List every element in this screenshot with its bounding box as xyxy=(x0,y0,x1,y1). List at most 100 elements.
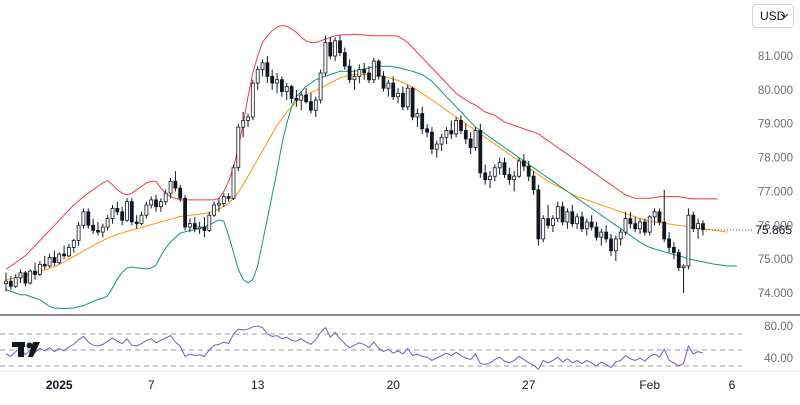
candle-body xyxy=(584,221,589,230)
candle-body xyxy=(488,175,492,180)
candle-body xyxy=(410,87,415,118)
candle-body xyxy=(613,238,618,252)
candle xyxy=(270,69,275,90)
candle-body xyxy=(144,204,149,216)
candle xyxy=(217,198,221,212)
candle-body xyxy=(328,42,333,57)
candle xyxy=(609,233,613,256)
candle-body xyxy=(4,280,8,285)
candle xyxy=(492,164,497,182)
candle-body xyxy=(347,65,352,81)
time-tick-label: 20 xyxy=(387,378,401,392)
candle-body xyxy=(129,201,134,223)
candle-body xyxy=(139,214,144,225)
bollinger-lower-line xyxy=(5,65,737,310)
rsi-tick-label: 80.00 xyxy=(764,321,793,333)
candle-body xyxy=(676,251,681,268)
candle-body xyxy=(96,229,100,233)
candle xyxy=(299,91,304,111)
price-tick-label: 77.000 xyxy=(758,187,793,199)
candle-body xyxy=(323,42,328,74)
candle-body xyxy=(18,272,23,279)
candle-body xyxy=(289,86,294,99)
candle-body xyxy=(178,187,183,199)
price-tick-label: 75.000 xyxy=(758,254,793,266)
candle-body xyxy=(134,221,139,225)
candle-body xyxy=(376,60,381,77)
candle-body xyxy=(221,196,226,204)
candle-body xyxy=(100,226,105,233)
candle xyxy=(100,223,105,238)
candle-body xyxy=(76,224,81,241)
candle xyxy=(371,57,376,84)
candle xyxy=(459,115,463,134)
candle-body xyxy=(308,101,313,111)
candle xyxy=(134,215,139,229)
candle xyxy=(308,93,313,114)
candle xyxy=(197,221,202,234)
candle-body xyxy=(357,69,362,77)
candle-body xyxy=(701,223,705,231)
candle xyxy=(691,211,696,233)
candle-body xyxy=(599,231,604,238)
candle xyxy=(580,211,584,233)
candle xyxy=(129,198,134,226)
candle xyxy=(488,171,492,189)
candle xyxy=(105,215,110,231)
currency-select[interactable]: USD xyxy=(752,4,794,28)
candle-body xyxy=(168,180,173,194)
candle xyxy=(439,133,444,151)
candle xyxy=(541,215,546,243)
candle xyxy=(696,218,700,239)
candle xyxy=(76,221,81,246)
candle-body xyxy=(643,221,647,233)
candle xyxy=(502,157,507,178)
candle xyxy=(120,206,125,226)
candle xyxy=(415,108,420,128)
candle xyxy=(328,37,333,60)
candle-body xyxy=(647,216,652,233)
candle xyxy=(638,218,642,234)
tradingview-logo-icon[interactable] xyxy=(12,340,42,363)
candle xyxy=(613,235,618,261)
candle-body xyxy=(42,263,47,267)
candle xyxy=(517,157,521,178)
candle xyxy=(38,260,42,277)
candle-body xyxy=(115,207,120,213)
candle xyxy=(318,69,323,104)
candle xyxy=(18,269,23,283)
candle xyxy=(178,184,183,202)
candle xyxy=(536,184,541,246)
candle-body xyxy=(333,40,338,57)
candle-body xyxy=(541,218,546,240)
candle-body xyxy=(507,174,512,180)
candle-body xyxy=(236,126,241,169)
candle-body xyxy=(8,280,13,287)
time-tick-label: 13 xyxy=(251,378,265,392)
candle-body xyxy=(67,246,71,257)
candle-body xyxy=(497,162,502,169)
candle xyxy=(376,59,381,80)
candle xyxy=(236,123,241,172)
candle-body xyxy=(367,72,371,81)
candle xyxy=(643,218,647,236)
candle-body xyxy=(275,79,279,84)
candle-body xyxy=(62,253,66,257)
candle xyxy=(672,242,676,260)
candle xyxy=(241,111,246,138)
candle xyxy=(444,127,449,145)
candle-body xyxy=(183,197,188,228)
candle xyxy=(463,123,468,145)
candle xyxy=(507,167,512,185)
candle-body xyxy=(279,79,284,92)
candle xyxy=(275,72,279,94)
candle-body xyxy=(565,211,570,223)
candle xyxy=(652,208,657,226)
candle-body xyxy=(28,270,33,284)
candle xyxy=(81,208,86,229)
candle xyxy=(226,193,231,202)
price-tick-label: 79.000 xyxy=(758,119,793,131)
candle-body xyxy=(91,224,95,231)
candle-body xyxy=(560,206,565,223)
